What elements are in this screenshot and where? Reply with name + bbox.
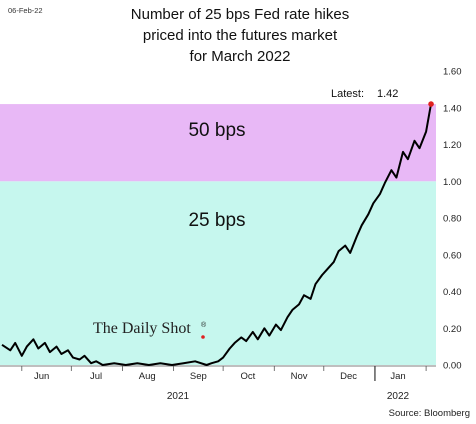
y-tick-label: 0.60 bbox=[443, 250, 462, 261]
latest-point bbox=[428, 101, 434, 107]
title-line-2: priced into the futures market bbox=[142, 27, 338, 44]
y-tick-label: 0.00 bbox=[443, 361, 462, 372]
y-tick-label: 1.00 bbox=[443, 177, 462, 188]
latest-value: 1.42 bbox=[377, 88, 398, 100]
y-tick-label: 1.20 bbox=[443, 140, 462, 151]
y-tick-label: 0.80 bbox=[443, 214, 462, 225]
x-tick-label: Sep bbox=[190, 371, 207, 382]
band-25-bps bbox=[0, 181, 436, 365]
band-label-50-bps: 50 bps bbox=[188, 120, 245, 141]
brand-name: The Daily Shot bbox=[93, 320, 191, 337]
source-note: Source: Bloomberg bbox=[389, 408, 470, 419]
y-tick-label: 1.60 bbox=[443, 67, 462, 78]
title-line-1: Number of 25 bps Fed rate hikes bbox=[130, 6, 350, 23]
date-stamp: 06-Feb-22 bbox=[8, 6, 43, 15]
title-line-3: for March 2022 bbox=[189, 48, 291, 65]
y-tick-label: 1.40 bbox=[443, 103, 462, 114]
x-tick-label: Jul bbox=[90, 371, 102, 382]
latest-label: Latest: bbox=[331, 88, 364, 100]
y-tick-label: 0.40 bbox=[443, 287, 462, 298]
chart-title: Number of 25 bps Fed rate hikes priced i… bbox=[80, 4, 400, 67]
x-tick-label: Oct bbox=[240, 371, 255, 382]
brand-dot bbox=[201, 335, 205, 339]
year-label-2021: 2021 bbox=[167, 391, 190, 402]
brand-mark: ® bbox=[201, 321, 207, 329]
x-tick-label: Nov bbox=[291, 371, 308, 382]
x-tick-label: Aug bbox=[139, 371, 156, 382]
x-tick-label: Jan bbox=[390, 371, 405, 382]
band-50-bps bbox=[0, 104, 436, 182]
x-tick-label: Dec bbox=[340, 371, 357, 382]
series-line bbox=[1, 103, 432, 366]
year-label-2022: 2022 bbox=[387, 391, 410, 402]
band-label-25-bps: 25 bps bbox=[188, 210, 245, 231]
x-tick-label: Jun bbox=[34, 371, 49, 382]
y-tick-label: 0.20 bbox=[443, 324, 462, 335]
